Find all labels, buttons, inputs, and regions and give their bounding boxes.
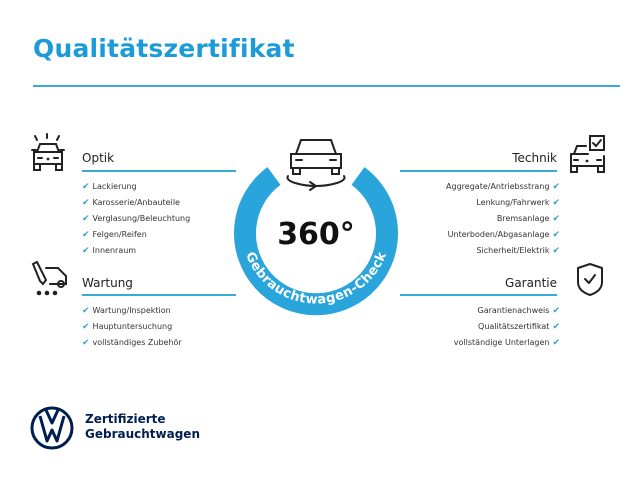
car-checklist-icon (570, 135, 605, 173)
check-icon: ✔ (552, 182, 560, 192)
check-icon: ✔ (82, 214, 90, 224)
list-item: Aggregate/Antriebsstrang ✔ (446, 182, 560, 192)
list-item: Sicherheit/Elektrik ✔ (476, 246, 560, 256)
check-icon: ✔ (552, 246, 560, 256)
list-item: ✔ Verglasung/Beleuchtung (82, 214, 191, 224)
list-item: Garantienachweis ✔ (477, 306, 561, 316)
wartung-list: ✔ Wartung/Inspektion ✔ Hauptuntersuchung ✔… (82, 303, 182, 351)
badge-ring-text: Gebrauchtwagen-Check (242, 250, 390, 308)
list-item: Lenkung/Fahrwerk ✔ (476, 198, 560, 208)
maintenance-icon (31, 260, 67, 296)
check-icon: ✔ (552, 230, 560, 240)
list-item: vollständige Unterlagen ✔ (453, 338, 560, 348)
list-item: ✔ vollständiges Zubehör (82, 338, 182, 348)
vw-logo (30, 406, 74, 450)
list-item: Unterboden/Abgasanlage ✔ (447, 230, 560, 240)
section-title-wartung: Wartung (82, 276, 133, 290)
badge-value: 360° (277, 217, 355, 252)
check-icon: ✔ (552, 322, 560, 332)
check-icon: ✔ (82, 182, 90, 192)
shield-check-icon (577, 263, 603, 296)
wartung-divider (82, 294, 236, 296)
check-icon: ✔ (552, 338, 560, 348)
list-item: Bremsanlage ✔ (496, 214, 560, 224)
list-item: ✔ Karosserie/Anbauteile (82, 198, 180, 208)
list-item: Qualitätszertifikat ✔ (478, 322, 560, 332)
list-item: ✔ Felgen/Reifen (82, 230, 147, 240)
list-item: ✔ Wartung/Inspektion (82, 306, 171, 316)
check-icon: ✔ (552, 198, 560, 208)
check-icon: ✔ (82, 246, 90, 256)
list-item: ✔ Lackierung (82, 182, 137, 192)
check-icon: ✔ (82, 306, 90, 316)
section-title-optik: Optik (82, 151, 115, 165)
check-icon: ✔ (82, 322, 90, 332)
check-icon: ✔ (552, 306, 560, 316)
check-icon: ✔ (82, 338, 90, 348)
car-rotate-icon (286, 139, 346, 191)
optik-divider (82, 170, 236, 172)
section-title-technik: Technik (512, 151, 557, 165)
list-item: ✔ Hauptuntersuchung (82, 322, 173, 332)
optik-list: ✔ Lackierung ✔ Karosserie/Anbauteile ✔ Verg… (82, 179, 190, 259)
section-title-garantie: Garantie (505, 276, 557, 290)
check-icon: ✔ (82, 230, 90, 240)
footer-brand-text: Zertifizierte Gebrauchtwagen (85, 412, 200, 441)
garantie-divider (400, 294, 557, 296)
badge-ring (234, 167, 398, 316)
garantie-list: Garantienachweis ✔ Qualitätszertifikat ✔ v… (380, 303, 560, 351)
list-item: ✔ Innenraum (82, 246, 137, 256)
check-icon: ✔ (82, 198, 90, 208)
technik-list: Aggregate/Antriebsstrang ✔ Lenkung/Fahrwe… (380, 179, 560, 259)
check-360-badge: 360° Gebrauchtwagen-Check (234, 139, 398, 316)
car-lights-icon (31, 133, 65, 171)
technik-divider (400, 170, 557, 172)
check-icon: ✔ (552, 214, 560, 224)
title-divider (33, 85, 620, 87)
page-title: Qualitätszertifikat (33, 34, 295, 63)
